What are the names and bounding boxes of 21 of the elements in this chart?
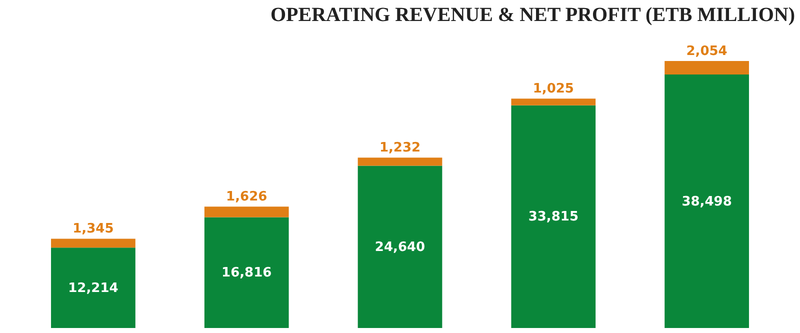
data-label: 1,025: [532, 82, 574, 97]
data-label: 1,626: [226, 190, 268, 205]
data-label: 1,232: [379, 140, 421, 156]
data-label: 16,816: [222, 266, 272, 281]
bar: [358, 166, 442, 328]
bar: [204, 217, 289, 328]
bar: [664, 74, 749, 328]
bar: [511, 105, 596, 328]
bar: [51, 238, 136, 248]
bar: [664, 61, 749, 75]
data-label: 12,214: [68, 280, 118, 296]
data-label: 2,054: [686, 44, 728, 60]
bar: [358, 158, 442, 166]
data-label: 38,498: [682, 194, 732, 210]
bar: [511, 98, 596, 106]
data-label: 33,815: [528, 210, 578, 225]
data-label: 1,345: [72, 222, 114, 237]
chart-title: OPERATING REVENUE & NET PROFIT (ETB MILLION): [270, 4, 795, 26]
bar: [51, 248, 136, 328]
data-label: 24,640: [374, 240, 426, 255]
bar: [204, 206, 289, 218]
